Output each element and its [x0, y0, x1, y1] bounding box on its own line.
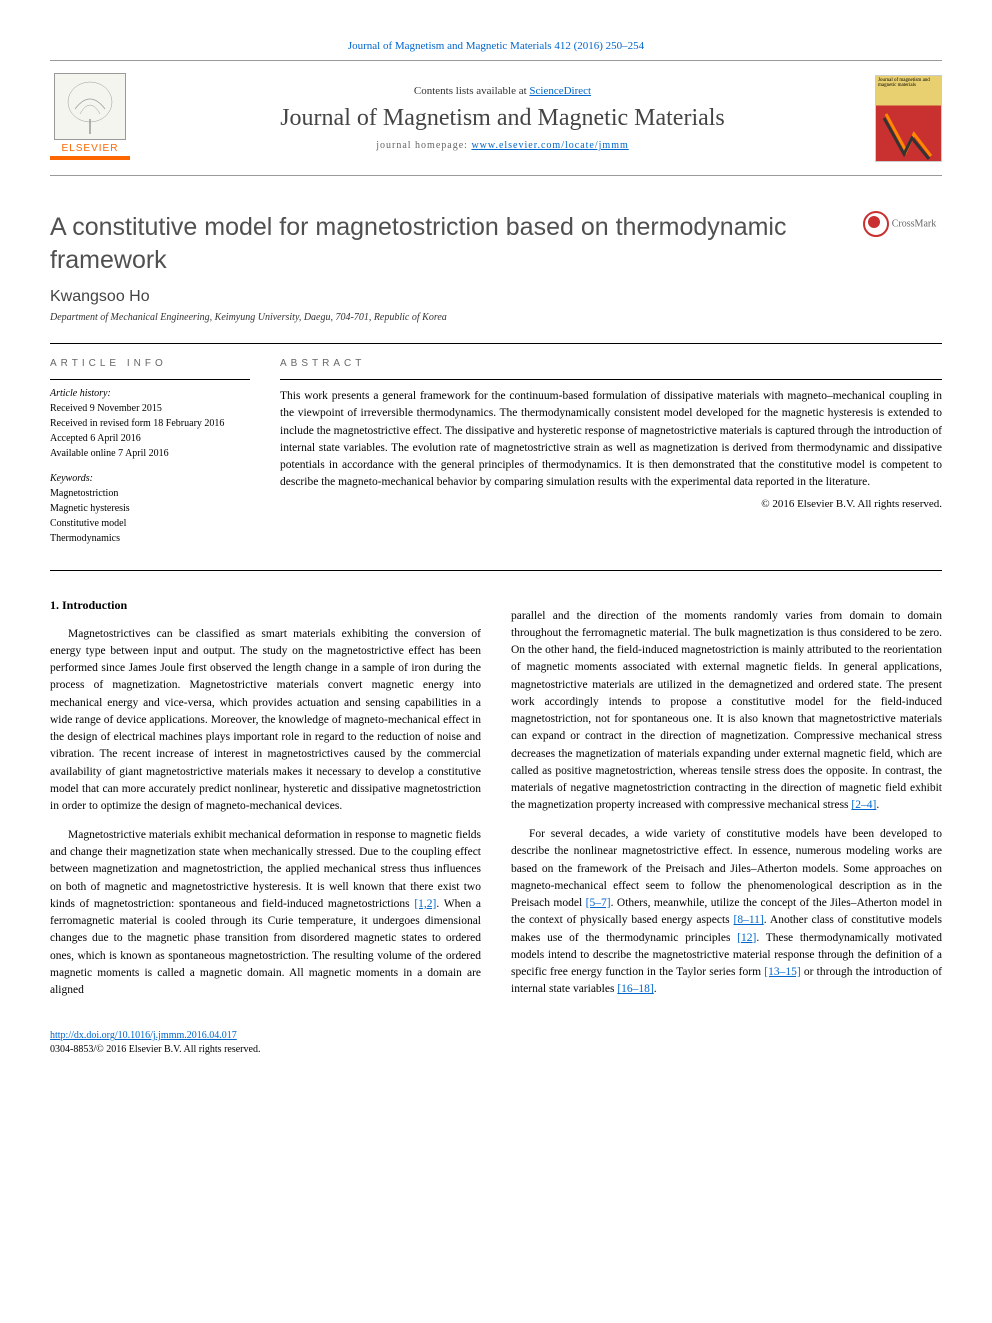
sciencedirect-link[interactable]: ScienceDirect [529, 85, 591, 97]
keyword-4: Thermodynamics [50, 531, 250, 546]
contents-available-line: Contents lists available at ScienceDirec… [130, 85, 875, 97]
journal-homepage-line: journal homepage: www.elsevier.com/locat… [130, 140, 875, 151]
article-info-heading: ARTICLE INFO [50, 358, 250, 369]
body-column-left: 1. Introduction Magnetostrictives can be… [50, 596, 481, 999]
homepage-prefix: journal homepage: [376, 140, 471, 151]
online-date: Available online 7 April 2016 [50, 446, 250, 461]
p2-text-b: . When a ferromagnetic material is coole… [50, 898, 481, 996]
elsevier-tree-icon [54, 73, 126, 140]
received-date: Received 9 November 2015 [50, 401, 250, 416]
orange-underline [50, 156, 130, 160]
article-title: A constitutive model for magnetostrictio… [50, 211, 837, 276]
contents-prefix: Contents lists available at [414, 85, 529, 97]
author-affiliation: Department of Mechanical Engineering, Ke… [50, 312, 942, 323]
journal-citation-link[interactable]: Journal of Magnetism and Magnetic Materi… [50, 40, 942, 52]
body-column-right: parallel and the direction of the moment… [511, 596, 942, 999]
page-footer: http://dx.doi.org/10.1016/j.jmmm.2016.04… [50, 1029, 942, 1057]
journal-header: ELSEVIER Contents lists available at Sci… [50, 60, 942, 176]
crossmark-label: CrossMark [892, 218, 936, 229]
issn-copyright: 0304-8853/© 2016 Elsevier B.V. All right… [50, 1043, 942, 1057]
journal-homepage-link[interactable]: www.elsevier.com/locate/jmmm [471, 140, 628, 151]
p3-text-b: . [876, 799, 879, 811]
body-paragraph-3: parallel and the direction of the moment… [511, 608, 942, 815]
ref-link-2-4[interactable]: [2–4] [851, 799, 876, 811]
article-info-column: ARTICLE INFO Article history: Received 9… [50, 358, 250, 556]
journal-title: Journal of Magnetism and Magnetic Materi… [130, 105, 875, 132]
abstract-heading: ABSTRACT [280, 358, 942, 369]
ref-link-12[interactable]: [12] [737, 932, 756, 944]
header-center: Contents lists available at ScienceDirec… [130, 85, 875, 151]
keywords-label: Keywords: [50, 471, 250, 486]
ref-link-5-7[interactable]: [5–7] [586, 897, 611, 909]
body-paragraph-4: For several decades, a wide variety of c… [511, 826, 942, 999]
body-paragraph-1: Magnetostrictives can be classified as s… [50, 626, 481, 816]
abstract-text: This work presents a general framework f… [280, 379, 942, 492]
author-name: Kwangsoo Ho [50, 288, 942, 306]
crossmark-badge[interactable]: CrossMark [857, 211, 942, 237]
abstract-copyright: © 2016 Elsevier B.V. All rights reserved… [280, 498, 942, 510]
elsevier-label: ELSEVIER [50, 143, 130, 154]
elsevier-logo[interactable]: ELSEVIER [50, 73, 130, 163]
ref-link-8-11[interactable]: [8–11] [734, 914, 764, 926]
info-abstract-row: ARTICLE INFO Article history: Received 9… [50, 343, 942, 571]
keyword-3: Constitutive model [50, 516, 250, 531]
p3-text-a: parallel and the direction of the moment… [511, 610, 942, 812]
journal-cover-thumbnail[interactable]: Journal of magnetism and magnetic materi… [875, 75, 942, 162]
ref-link-16-18[interactable]: [16–18] [617, 983, 653, 995]
article-history-block: Article history: Received 9 November 201… [50, 379, 250, 461]
history-label: Article history: [50, 386, 250, 401]
body-paragraph-2: Magnetostrictive materials exhibit mecha… [50, 827, 481, 1000]
crossmark-icon [863, 211, 889, 237]
keyword-2: Magnetic hysteresis [50, 501, 250, 516]
title-row: A constitutive model for magnetostrictio… [50, 211, 942, 276]
section-1-heading: 1. Introduction [50, 596, 481, 614]
keywords-block: Keywords: Magnetostriction Magnetic hyst… [50, 471, 250, 546]
keyword-1: Magnetostriction [50, 486, 250, 501]
doi-link[interactable]: http://dx.doi.org/10.1016/j.jmmm.2016.04… [50, 1030, 237, 1041]
accepted-date: Accepted 6 April 2016 [50, 431, 250, 446]
revised-date: Received in revised form 18 February 201… [50, 416, 250, 431]
abstract-column: ABSTRACT This work presents a general fr… [280, 358, 942, 556]
body-columns: 1. Introduction Magnetostrictives can be… [50, 596, 942, 999]
p4-text-f: . [654, 983, 657, 995]
ref-link-1-2[interactable]: [1,2] [414, 898, 436, 910]
ref-link-13-15[interactable]: [13–15] [764, 966, 800, 978]
page-container: Journal of Magnetism and Magnetic Materi… [0, 0, 992, 1097]
